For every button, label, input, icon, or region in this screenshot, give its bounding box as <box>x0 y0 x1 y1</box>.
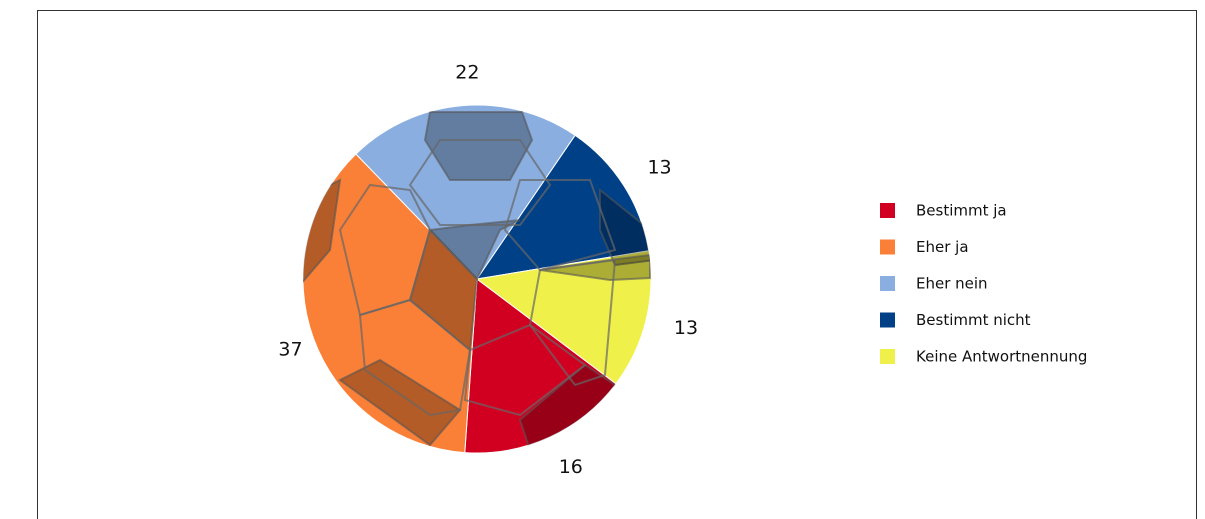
pie-slice <box>302 153 478 454</box>
frame <box>37 10 1197 519</box>
legend-label: Eher ja <box>916 238 969 256</box>
legend-label: Bestimmt nicht <box>916 311 1031 329</box>
ball-seams <box>338 139 617 417</box>
value-label: 37 <box>278 338 302 360</box>
value-label: 16 <box>559 456 583 478</box>
legend-swatch <box>880 349 895 364</box>
pie-slice <box>355 104 576 280</box>
legend-swatch <box>880 276 895 291</box>
legend-swatch <box>880 312 895 328</box>
legend: Bestimmt ja Eher ja Eher nein Bestimmt nich… <box>880 202 1087 366</box>
legend-swatch <box>880 203 895 218</box>
value-label: 13 <box>674 317 698 339</box>
legend-label: Keine Antwortnennung <box>916 348 1087 366</box>
legend-label: Eher nein <box>916 275 988 293</box>
value-label: 22 <box>455 61 479 83</box>
value-label: 13 <box>647 156 671 178</box>
legend-label: Bestimmt ja <box>916 202 1007 220</box>
legend-swatch <box>880 239 895 255</box>
